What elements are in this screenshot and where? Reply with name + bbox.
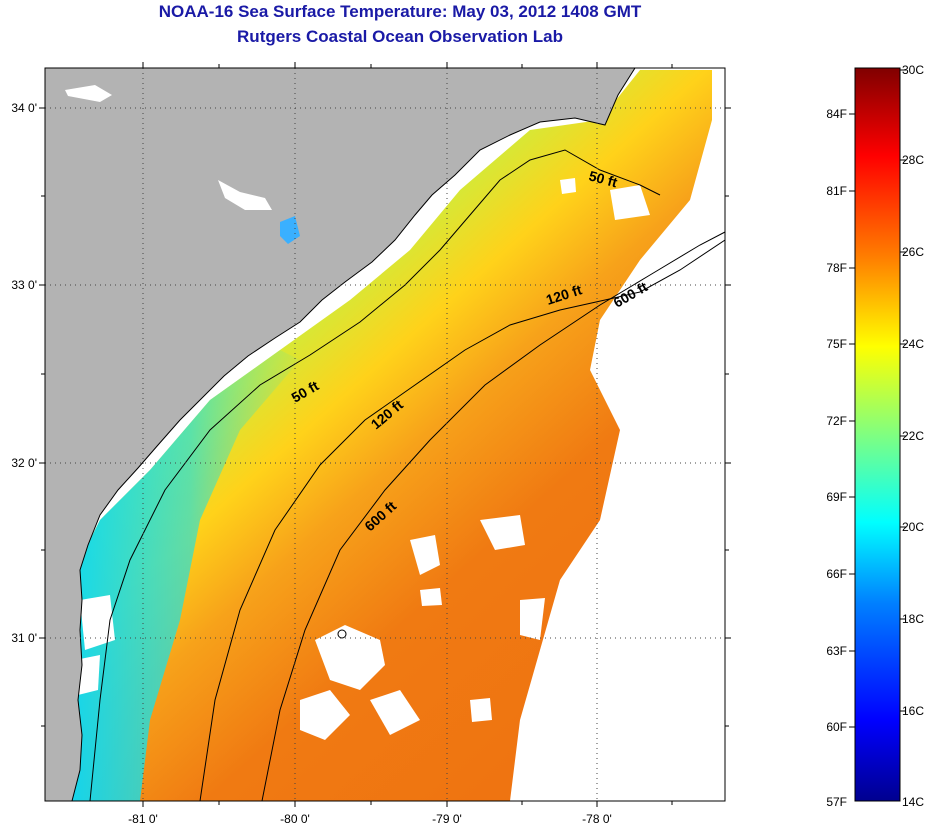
lon-label-80: -80 0' — [280, 812, 310, 826]
land-mass — [45, 68, 635, 801]
colorbar-label-f: 72F — [826, 414, 847, 428]
colorbar-label-f: 84F — [826, 107, 847, 121]
lon-label-78: -78 0' — [582, 812, 612, 826]
cloud-patches — [75, 178, 650, 740]
colorbar-label-c: 30C — [902, 63, 924, 77]
isobath-600ft — [261, 231, 725, 801]
colorbar-label-f: 57F — [826, 795, 847, 809]
colorbar-label-c: 28C — [902, 153, 924, 167]
colorbar-label-c: 24C — [902, 337, 924, 351]
coastline — [71, 68, 636, 801]
colorbar-label-c: 14C — [902, 795, 924, 809]
lake — [218, 180, 272, 210]
colorbar-label-f: 66F — [826, 567, 847, 581]
colorbar-label-c: 22C — [902, 429, 924, 443]
lon-label-79: -79 0' — [432, 812, 462, 826]
map-title: NOAA-16 Sea Surface Temperature: May 03,… — [158, 2, 642, 21]
map-plot-area — [45, 68, 725, 801]
colorbar-ticks — [849, 69, 906, 728]
colorbar-label-c: 16C — [902, 704, 924, 718]
colorbar-label-f: 63F — [826, 644, 847, 658]
isobath-50ft — [89, 149, 661, 801]
colorbar-label-f: 75F — [826, 337, 847, 351]
colorbar-label-f: 60F — [826, 720, 847, 734]
colorbar — [854, 67, 901, 802]
colorbar-label-f: 69F — [826, 490, 847, 504]
sst-field — [65, 70, 712, 801]
station-marker — [337, 629, 347, 639]
colorbar-label-f: 81F — [826, 184, 847, 198]
lake — [65, 85, 112, 102]
colorbar-label-c: 18C — [902, 612, 924, 626]
colorbar-label-f: 78F — [826, 261, 847, 275]
colorbar-label-c: 20C — [902, 520, 924, 534]
contour-label-50ft-north: 50 ft — [587, 167, 619, 190]
graticule — [45, 68, 725, 801]
map-frame — [44, 67, 726, 802]
isobath-120ft — [199, 239, 725, 801]
axis-ticks — [39, 62, 731, 807]
cool-coastal-water — [65, 350, 300, 801]
lat-label-34: 34 0' — [11, 101, 37, 115]
lat-label-33: 33 0' — [11, 278, 37, 292]
lon-label-81: -81 0' — [128, 812, 158, 826]
colorbar-label-c: 26C — [902, 245, 924, 259]
map-subtitle: Rutgers Coastal Ocean Observation Lab — [237, 27, 563, 46]
lat-label-32: 32 0' — [11, 456, 37, 470]
lat-label-31: 31 0' — [11, 631, 37, 645]
